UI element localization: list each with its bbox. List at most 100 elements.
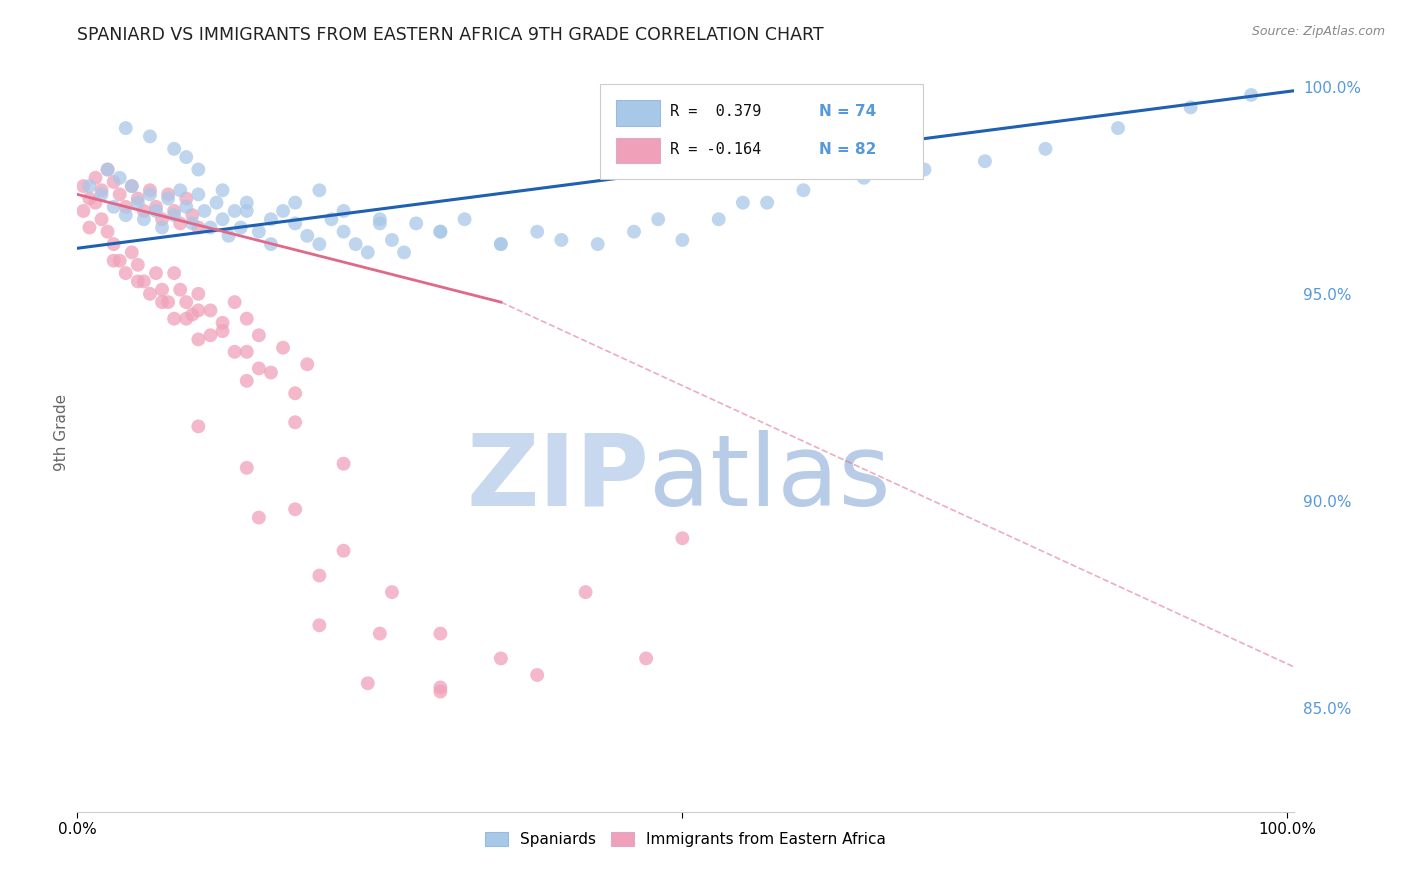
Point — [453, 212, 475, 227]
Point — [636, 651, 658, 665]
Point — [429, 225, 451, 239]
Point — [174, 200, 197, 214]
Point — [211, 212, 233, 227]
Point — [108, 170, 131, 185]
Point — [1240, 87, 1263, 102]
Point — [224, 344, 246, 359]
Point — [429, 225, 451, 239]
Point — [647, 212, 669, 227]
Text: R = -0.164: R = -0.164 — [669, 143, 761, 157]
Point — [163, 311, 186, 326]
Point — [157, 295, 180, 310]
Point — [181, 216, 204, 230]
Point — [72, 179, 94, 194]
Point — [260, 212, 283, 227]
Point — [187, 419, 209, 434]
FancyBboxPatch shape — [616, 100, 659, 126]
Point — [235, 195, 257, 210]
Point — [852, 170, 875, 185]
Point — [97, 162, 120, 177]
Point — [169, 216, 191, 230]
Point — [671, 233, 693, 247]
Point — [297, 357, 319, 371]
Point — [103, 237, 125, 252]
Point — [205, 195, 228, 210]
Text: SPANIARD VS IMMIGRANTS FROM EASTERN AFRICA 9TH GRADE CORRELATION CHART: SPANIARD VS IMMIGRANTS FROM EASTERN AFRI… — [77, 26, 824, 44]
Point — [127, 192, 149, 206]
Point — [623, 225, 645, 239]
Point — [181, 208, 204, 222]
Point — [211, 183, 233, 197]
Point — [489, 237, 512, 252]
Point — [247, 225, 270, 239]
Point — [671, 531, 693, 545]
Point — [157, 187, 180, 202]
Point — [181, 308, 204, 322]
Point — [1035, 142, 1057, 156]
Point — [271, 204, 294, 219]
Point — [79, 179, 101, 194]
Point — [224, 295, 246, 310]
Point — [357, 245, 380, 260]
Point — [97, 225, 120, 239]
Point — [163, 142, 186, 156]
Point — [114, 200, 136, 214]
Point — [332, 543, 354, 558]
Point — [90, 183, 112, 197]
Point — [344, 237, 367, 252]
Point — [150, 295, 173, 310]
Point — [169, 283, 191, 297]
Text: atlas: atlas — [650, 430, 890, 526]
Point — [332, 457, 354, 471]
Point — [211, 316, 233, 330]
Point — [429, 681, 451, 695]
Text: ZIP: ZIP — [465, 430, 650, 526]
Point — [526, 668, 548, 682]
Point — [174, 192, 197, 206]
Point — [200, 220, 222, 235]
Point — [84, 170, 107, 185]
Point — [792, 183, 814, 197]
Point — [127, 195, 149, 210]
Point — [97, 162, 120, 177]
Point — [187, 162, 209, 177]
FancyBboxPatch shape — [616, 137, 659, 163]
Point — [103, 200, 125, 214]
Point — [145, 204, 167, 219]
Point — [284, 216, 307, 230]
Point — [974, 154, 997, 169]
Point — [368, 212, 391, 227]
Point — [332, 204, 354, 219]
Point — [114, 266, 136, 280]
Point — [121, 245, 143, 260]
Point — [235, 460, 257, 475]
Point — [114, 121, 136, 136]
Point — [132, 204, 155, 219]
Text: R =  0.379: R = 0.379 — [669, 104, 761, 120]
Point — [526, 225, 548, 239]
Point — [139, 183, 162, 197]
Point — [84, 195, 107, 210]
Point — [139, 286, 162, 301]
Point — [90, 187, 112, 202]
Point — [756, 195, 779, 210]
Point — [271, 341, 294, 355]
Text: N = 74: N = 74 — [820, 104, 876, 120]
Point — [284, 195, 307, 210]
Point — [550, 233, 572, 247]
Point — [150, 212, 173, 227]
Point — [429, 684, 451, 698]
Point — [163, 204, 186, 219]
Point — [79, 220, 101, 235]
Point — [150, 220, 173, 235]
Point — [157, 192, 180, 206]
Point — [174, 295, 197, 310]
Point — [297, 228, 319, 243]
Point — [308, 618, 330, 632]
Point — [235, 344, 257, 359]
Point — [187, 332, 209, 346]
Point — [218, 228, 240, 243]
Point — [586, 237, 609, 252]
Point — [260, 366, 283, 380]
Point — [132, 274, 155, 288]
